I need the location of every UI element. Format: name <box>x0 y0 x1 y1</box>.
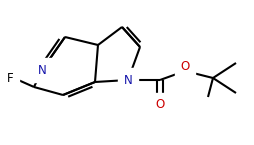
Text: N: N <box>38 64 46 77</box>
Text: F: F <box>7 72 13 86</box>
Text: O: O <box>155 98 165 112</box>
Text: N: N <box>124 74 132 87</box>
Text: O: O <box>180 59 190 72</box>
